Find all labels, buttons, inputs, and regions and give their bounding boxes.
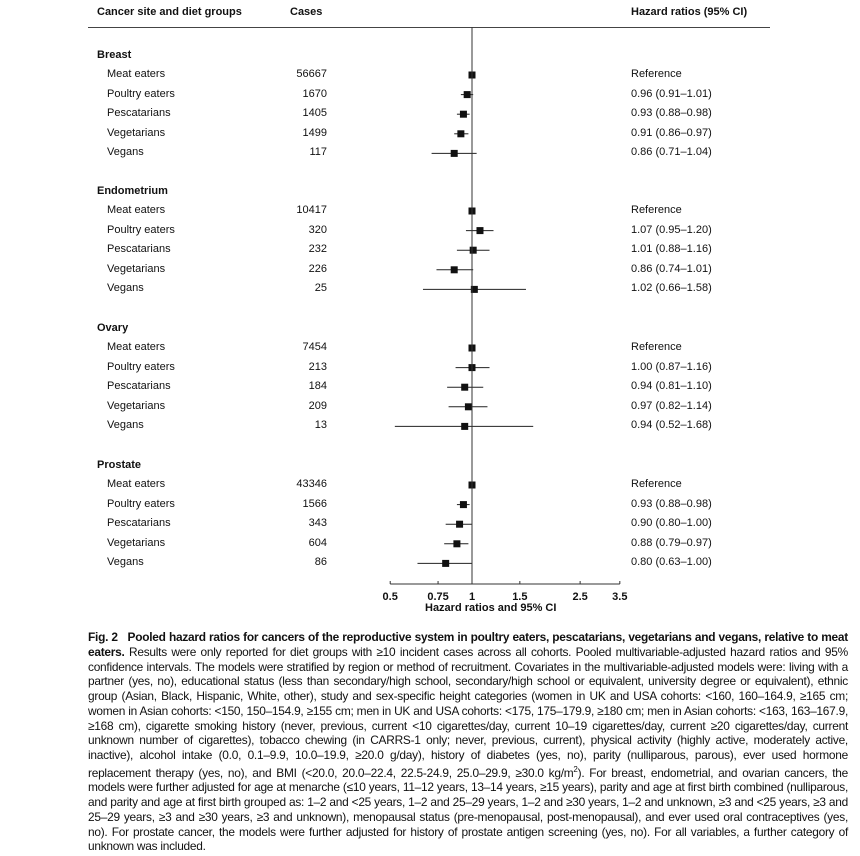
diet-group-label: Meat eaters [107,478,166,490]
cancer-site-label: Breast [97,49,132,61]
diet-group-label: Vegans [107,146,144,159]
point-estimate-marker [453,540,461,548]
header-rule [88,27,770,28]
case-count: 43346 [296,478,327,490]
point-estimate-marker [442,559,450,567]
x-tick-label: 0.75 [427,591,448,603]
case-count: 56667 [296,68,327,80]
diet-group-label: Vegans [107,419,144,432]
point-estimate-marker [450,149,458,157]
diet-group-label: Pescatarians [107,107,171,120]
hazard-ratio-text: Reference [631,478,682,490]
diet-group-label: Vegetarians [107,399,166,412]
hazard-ratio-text: 0.94 (0.81–1.10) [631,380,712,393]
hazard-ratio-text: 1.07 (0.95–1.20) [631,223,712,236]
case-count: 209 [308,399,327,412]
x-tick-label: 1.5 [512,591,527,603]
diet-group-label: Meat eaters [107,68,166,80]
caption-title: Pooled hazard ratios for cancers of the … [88,630,848,659]
point-estimate-marker [476,227,484,235]
hazard-ratio-text: 0.86 (0.71–1.04) [631,146,712,159]
point-estimate-marker [459,110,467,118]
point-estimate-marker [463,91,471,99]
x-axis-label: Hazard ratios and 95% CI [425,602,557,614]
case-count: 320 [308,223,327,236]
case-count: 13 [314,419,327,432]
point-estimate-marker [464,403,472,411]
point-estimate-marker [457,130,465,138]
cancer-site-label: Endometrium [97,185,168,197]
diet-group-label: Poultry eaters [107,223,175,236]
case-count: 1670 [302,87,327,100]
case-count: 184 [308,380,327,393]
hazard-ratio-text: 1.02 (0.66–1.58) [631,282,712,295]
forest-plot: 0.5 0.75 1 1.5 2.5 3.5 [383,27,627,603]
hazard-ratio-text: 0.93 (0.88–0.98) [631,497,712,510]
hazard-ratio-text: 0.88 (0.79–0.97) [631,536,712,549]
point-estimate-marker [470,285,478,293]
point-estimate-marker [450,266,458,274]
diet-group-label: Meat eaters [107,341,166,353]
case-count: 7454 [302,341,327,353]
point-estimate-marker [459,501,467,509]
hazard-ratio-text: Reference [631,204,682,216]
case-count: 86 [314,556,327,569]
x-tick-label: 0.5 [383,591,398,603]
column-header-hazard-ratio: Hazard ratios (95% CI) [631,6,748,18]
case-count: 213 [308,360,327,373]
case-count: 117 [309,146,327,159]
case-count: 226 [308,262,327,275]
hazard-ratio-text: 0.96 (0.91–1.01) [631,87,712,100]
hazard-ratio-text: Reference [631,68,682,80]
point-estimate-marker [456,520,464,528]
diet-group-label: Vegans [107,282,144,295]
case-count: 10417 [296,204,327,216]
diet-group-label: Poultry eaters [107,360,175,373]
point-estimate-marker [469,246,477,254]
hazard-ratio-text: 1.01 (0.88–1.16) [631,243,712,256]
diet-group-label: Meat eaters [107,204,166,216]
case-count: 232 [308,243,327,256]
x-tick-label: 2.5 [572,591,587,603]
hazard-ratio-text: 0.80 (0.63–1.00) [631,556,712,569]
column-header-cases: Cases [290,6,323,18]
diet-group-label: Vegetarians [107,536,166,549]
hazard-ratio-text: 0.97 (0.82–1.14) [631,399,712,412]
caption-body: Results were only reported for diet grou… [88,644,848,780]
hazard-ratio-text: 0.90 (0.80–1.00) [631,517,712,530]
x-tick-label: 3.5 [612,591,627,603]
caption-body-continued: ). For breast, endometrial, and ovarian … [88,765,848,854]
diet-group-label: Pescatarians [107,380,171,393]
point-estimate-marker [461,422,469,430]
diet-group-label: Vegans [107,556,144,569]
diet-group-label: Poultry eaters [107,87,175,100]
x-tick-label: 1 [469,591,475,603]
hazard-ratio-text: Reference [631,341,682,353]
caption-superscript: 2 [573,764,578,774]
diet-group-label: Vegetarians [107,262,166,275]
case-count: 1405 [302,107,327,120]
diet-group-label: Pescatarians [107,243,171,256]
case-count: 604 [308,536,327,549]
case-count: 25 [314,282,327,295]
cancer-site-label: Prostate [97,459,142,471]
hazard-ratio-text: 1.00 (0.87–1.16) [631,360,712,373]
hazard-ratio-text: 0.93 (0.88–0.98) [631,107,712,120]
point-estimate-marker [461,383,469,391]
case-count: 1566 [302,497,327,510]
diet-group-label: Pescatarians [107,517,171,530]
cancer-site-label: Ovary [97,322,129,334]
figure-caption: Fig. 2 Pooled hazard ratios for cancers … [88,630,848,854]
case-count: 343 [308,517,327,530]
hazard-ratio-text: 0.86 (0.74–1.01) [631,262,712,275]
caption-fig-label: Fig. 2 [88,630,118,644]
column-header-group: Cancer site and diet groups [97,6,242,18]
diet-group-label: Vegetarians [107,126,166,139]
hazard-ratio-text: 0.94 (0.52–1.68) [631,419,712,432]
case-count: 1499 [302,126,327,139]
diet-group-label: Poultry eaters [107,497,175,510]
hazard-ratio-text: 0.91 (0.86–0.97) [631,126,712,139]
